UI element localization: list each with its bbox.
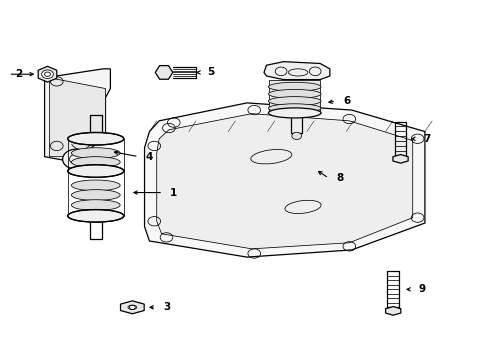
Text: 3: 3 bbox=[163, 302, 170, 312]
Text: 5: 5 bbox=[206, 67, 214, 77]
Polygon shape bbox=[49, 78, 105, 157]
Polygon shape bbox=[385, 307, 400, 315]
Text: 2: 2 bbox=[16, 69, 23, 79]
Text: 8: 8 bbox=[335, 173, 343, 183]
Ellipse shape bbox=[268, 96, 321, 105]
Text: 7: 7 bbox=[423, 134, 430, 144]
Ellipse shape bbox=[71, 148, 120, 158]
Polygon shape bbox=[392, 154, 407, 163]
Circle shape bbox=[62, 149, 90, 169]
Ellipse shape bbox=[68, 165, 123, 177]
Ellipse shape bbox=[268, 104, 321, 113]
Polygon shape bbox=[38, 66, 57, 82]
Ellipse shape bbox=[268, 82, 321, 91]
Polygon shape bbox=[264, 62, 329, 80]
Polygon shape bbox=[155, 66, 172, 79]
Circle shape bbox=[41, 70, 53, 78]
Text: 9: 9 bbox=[418, 284, 425, 294]
Polygon shape bbox=[144, 103, 424, 257]
Ellipse shape bbox=[68, 132, 123, 145]
Polygon shape bbox=[120, 301, 144, 314]
Ellipse shape bbox=[68, 210, 123, 222]
Ellipse shape bbox=[71, 180, 120, 191]
Text: 4: 4 bbox=[145, 152, 153, 162]
Text: 6: 6 bbox=[343, 96, 350, 106]
Ellipse shape bbox=[71, 157, 120, 167]
Ellipse shape bbox=[268, 89, 321, 98]
Text: 1: 1 bbox=[170, 188, 177, 198]
Polygon shape bbox=[268, 80, 320, 112]
Ellipse shape bbox=[71, 200, 120, 211]
Polygon shape bbox=[44, 69, 110, 160]
Ellipse shape bbox=[268, 108, 321, 118]
Ellipse shape bbox=[128, 305, 137, 310]
Circle shape bbox=[291, 132, 301, 139]
Polygon shape bbox=[157, 114, 412, 249]
Ellipse shape bbox=[71, 190, 120, 201]
